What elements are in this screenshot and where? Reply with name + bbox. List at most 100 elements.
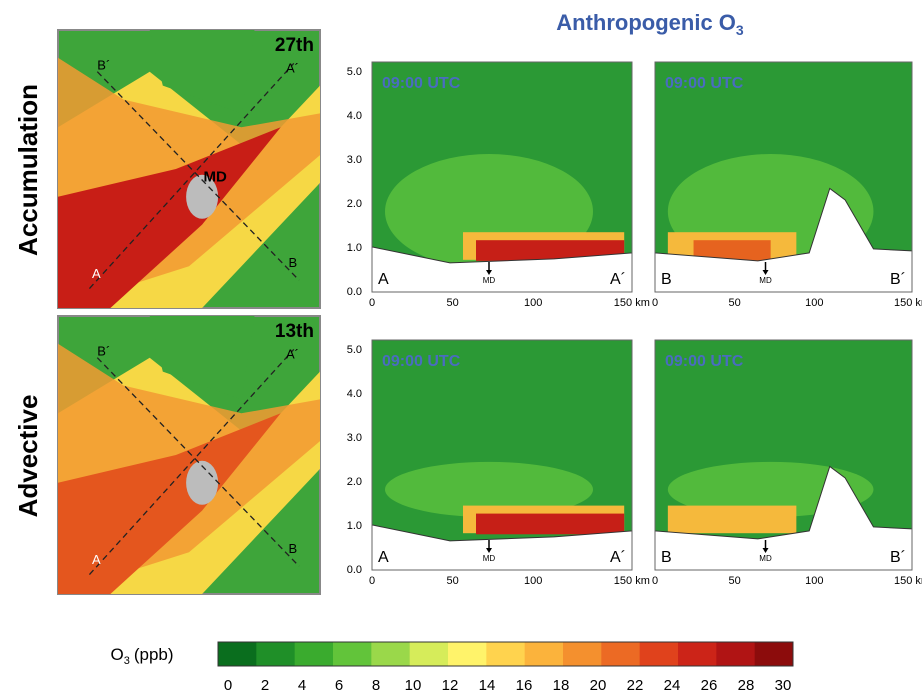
colorbar-segment bbox=[333, 642, 372, 666]
colorbar-tick-label: 26 bbox=[701, 677, 718, 694]
colorbar-tick-label: 18 bbox=[553, 677, 570, 694]
title-subscript: 3 bbox=[736, 22, 744, 38]
section-start: A bbox=[378, 271, 389, 288]
x-tick-label: 150 km bbox=[614, 575, 650, 587]
cross-section: 09:00 UTC A A´ MD 0.0 1.0 2.0 3.0 4.0 5.0 0 50 100 15… bbox=[347, 339, 650, 587]
colorbar-segment bbox=[371, 642, 411, 666]
section-time: 09:00 UTC bbox=[665, 353, 744, 370]
colorbar-tick-label: 30 bbox=[775, 677, 792, 694]
y-tick-label: 2.0 bbox=[347, 198, 362, 210]
section-band-orange bbox=[667, 505, 797, 534]
x-tick-label: 150 km bbox=[894, 297, 922, 309]
colorbar-segment bbox=[716, 642, 756, 666]
city bbox=[186, 460, 219, 505]
y-tick-label: 3.0 bbox=[347, 432, 362, 444]
ozone-band-red bbox=[58, 413, 281, 594]
y-tick-label: 3.0 bbox=[347, 154, 362, 166]
colorbar-tick-label: 24 bbox=[664, 677, 681, 694]
colorbar-frame bbox=[217, 641, 794, 667]
colorbar-tick-label: 0 bbox=[224, 677, 232, 694]
colorbar-segment bbox=[294, 642, 334, 666]
map-a: A bbox=[92, 266, 101, 281]
colorbar-segment bbox=[409, 642, 449, 666]
x-tick-label: 0 bbox=[652, 297, 658, 309]
y-tick-label: 0.0 bbox=[347, 286, 362, 298]
map-day: 27th bbox=[275, 35, 314, 56]
transect-b bbox=[96, 357, 300, 567]
section-start: B bbox=[661, 271, 672, 288]
section-marker: MD bbox=[759, 276, 772, 285]
row-label: Advective bbox=[13, 395, 43, 518]
colorbar-segment bbox=[218, 642, 257, 666]
colorbar-unit: (ppb) bbox=[134, 645, 174, 664]
x-tick-label: 100 bbox=[524, 575, 542, 587]
map-b2: B´ bbox=[97, 344, 110, 359]
section-marker: MD bbox=[483, 554, 496, 563]
colorbar-tick-label: 28 bbox=[738, 677, 755, 694]
section-marker: MD bbox=[759, 554, 772, 563]
y-tick-label: 0.0 bbox=[347, 564, 362, 576]
marker-arrowhead bbox=[486, 548, 492, 553]
y-tick-label: 1.0 bbox=[347, 242, 362, 254]
section-plume bbox=[385, 461, 593, 518]
x-tick-label: 50 bbox=[446, 575, 458, 587]
section-frame bbox=[654, 339, 913, 571]
transect-a bbox=[88, 62, 295, 289]
colorbar-label-text: O bbox=[110, 645, 123, 664]
x-tick-label: 50 bbox=[729, 297, 741, 309]
map-a2: A´ bbox=[286, 60, 299, 75]
colorbar-segment bbox=[256, 642, 296, 666]
section-end: A´ bbox=[610, 271, 626, 288]
section-time: 09:00 UTC bbox=[382, 353, 461, 370]
section-end: B´ bbox=[890, 549, 906, 566]
y-tick-label: 4.0 bbox=[347, 388, 362, 400]
colorbar-tick-label: 4 bbox=[298, 677, 306, 694]
section-frame bbox=[654, 61, 913, 293]
x-tick-label: 100 bbox=[524, 297, 542, 309]
section-start: A bbox=[378, 549, 389, 566]
section-band-red bbox=[693, 240, 771, 261]
x-tick-label: 0 bbox=[652, 575, 658, 587]
colorbar-tick-label: 10 bbox=[405, 677, 422, 694]
x-tick-label: 100 bbox=[805, 575, 823, 587]
section-end: B´ bbox=[890, 271, 906, 288]
section-marker: MD bbox=[483, 276, 496, 285]
y-tick-label: 2.0 bbox=[347, 476, 362, 488]
x-tick-label: 100 bbox=[805, 297, 823, 309]
transect-a bbox=[88, 348, 295, 575]
row-label: Accumulation bbox=[13, 84, 43, 256]
y-tick-label: 1.0 bbox=[347, 520, 362, 532]
colorbar-segment bbox=[448, 642, 487, 666]
green-north bbox=[149, 30, 255, 114]
map-panel: 27th MD A A´ B B´ bbox=[57, 29, 321, 309]
map-a2: A´ bbox=[286, 346, 299, 361]
map-a: A bbox=[92, 552, 101, 567]
colorbar-label-subscript: 3 bbox=[124, 655, 130, 667]
colorbar-tick-label: 22 bbox=[627, 677, 644, 694]
x-tick-label: 0 bbox=[369, 575, 375, 587]
y-tick-label: 5.0 bbox=[347, 66, 362, 78]
colorbar-segment bbox=[524, 642, 564, 666]
marker-arrowhead bbox=[762, 548, 769, 553]
marker-arrowhead bbox=[762, 270, 769, 275]
colorbar-tick-label: 6 bbox=[335, 677, 343, 694]
x-tick-label: 0 bbox=[369, 297, 375, 309]
colorbar-label: O3 (ppb) bbox=[110, 645, 173, 666]
map-b: B bbox=[289, 541, 298, 556]
colorbar-segment bbox=[601, 642, 641, 666]
section-frame bbox=[371, 61, 633, 293]
section-band-red bbox=[476, 513, 625, 535]
section-frame bbox=[371, 339, 633, 571]
transect-b bbox=[96, 71, 300, 281]
map-b2: B´ bbox=[97, 58, 110, 73]
green-north bbox=[149, 316, 255, 400]
y-tick-label: 4.0 bbox=[347, 110, 362, 122]
section-end: A´ bbox=[610, 549, 626, 566]
colorbar-tick-label: 12 bbox=[442, 677, 459, 694]
colorbar-tick-label: 8 bbox=[372, 677, 380, 694]
map-b: B bbox=[289, 255, 298, 270]
city bbox=[186, 174, 219, 219]
x-tick-label: 50 bbox=[729, 575, 741, 587]
colorbar-segment bbox=[563, 642, 602, 666]
